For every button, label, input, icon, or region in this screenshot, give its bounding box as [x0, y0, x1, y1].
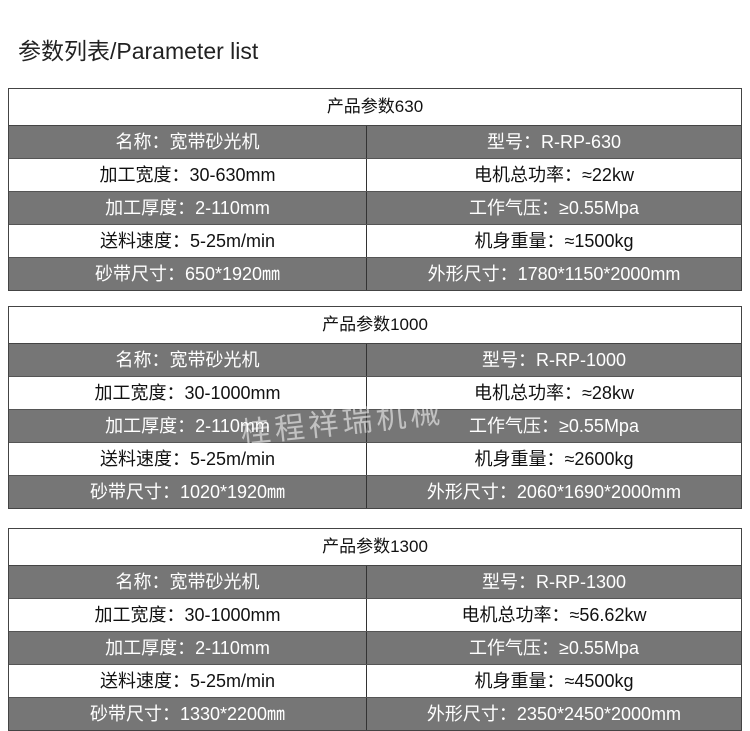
param-cell-left: 加工宽度：30-1000mm — [94, 605, 281, 625]
param-cell-left: 名称：宽带砂光机 — [115, 572, 260, 592]
param-cell-left: 送料速度：5-25m/min — [99, 231, 276, 251]
param-cell-left: 加工宽度：30-1000mm — [94, 383, 281, 403]
table-row: 砂带尺寸：1330*2200㎜ 外形尺寸：2350*2450*2000mm — [9, 698, 741, 730]
param-cell-right: 型号：R-RP-1300 — [366, 566, 741, 598]
param-cell-left: 砂带尺寸：1330*2200㎜ — [89, 704, 286, 724]
table-row: 加工厚度：2-110mm 工作气压：≥0.55Mpa — [9, 632, 741, 665]
param-cell-left: 加工厚度：2-110mm — [105, 198, 270, 218]
table-row: 加工厚度：2-110mm 工作气压：≥0.55Mpa — [9, 410, 741, 443]
param-cell-right: 电机总功率：≈22kw — [366, 159, 741, 191]
parameter-table-630: 产品参数630 名称：宽带砂光机 型号：R-RP-630 加工宽度：30-630mm 电… — [8, 88, 742, 291]
param-cell-right: 机身重量：≈1500kg — [366, 225, 741, 257]
table-row: 加工宽度：30-1000mm 电机总功率：≈56.62kw — [9, 599, 741, 632]
param-cell-left: 名称：宽带砂光机 — [115, 132, 260, 152]
param-cell-left: 砂带尺寸：650*1920㎜ — [94, 264, 281, 284]
parameter-table-1300: 产品参数1300 名称：宽带砂光机 型号：R-RP-1300 加工宽度：30-1000… — [8, 528, 742, 731]
param-cell-left: 送料速度：5-25m/min — [99, 671, 276, 691]
param-cell-right: 机身重量：≈2600kg — [366, 443, 741, 475]
table-row: 送料速度：5-25m/min 机身重量：≈1500kg — [9, 225, 741, 258]
param-cell-right: 外形尺寸：1780*1150*2000mm — [366, 258, 741, 290]
table-row: 砂带尺寸：1020*1920㎜ 外形尺寸：2060*1690*2000mm — [9, 476, 741, 508]
table-row: 名称：宽带砂光机 型号：R-RP-630 — [9, 126, 741, 159]
param-cell-left: 加工厚度：2-110mm — [105, 416, 270, 436]
table-row: 加工宽度：30-630mm 电机总功率：≈22kw — [9, 159, 741, 192]
param-cell-left: 加工厚度：2-110mm — [105, 638, 270, 658]
param-cell-right: 工作气压：≥0.55Mpa — [366, 410, 741, 442]
table-title: 产品参数1000 — [9, 307, 741, 344]
table-title: 产品参数630 — [9, 89, 741, 126]
param-cell-right: 型号：R-RP-630 — [366, 126, 741, 158]
param-cell-right: 工作气压：≥0.55Mpa — [366, 192, 741, 224]
param-cell-right: 型号：R-RP-1000 — [366, 344, 741, 376]
param-cell-right: 外形尺寸：2350*2450*2000mm — [366, 698, 741, 730]
parameter-table-1000: 产品参数1000 名称：宽带砂光机 型号：R-RP-1000 加工宽度：30-1000… — [8, 306, 742, 509]
param-cell-right: 机身重量：≈4500kg — [366, 665, 741, 697]
table-row: 砂带尺寸：650*1920㎜ 外形尺寸：1780*1150*2000mm — [9, 258, 741, 290]
table-row: 送料速度：5-25m/min 机身重量：≈4500kg — [9, 665, 741, 698]
table-row: 送料速度：5-25m/min 机身重量：≈2600kg — [9, 443, 741, 476]
param-cell-right: 工作气压：≥0.55Mpa — [366, 632, 741, 664]
table-row: 名称：宽带砂光机 型号：R-RP-1000 — [9, 344, 741, 377]
param-cell-left: 送料速度：5-25m/min — [99, 449, 276, 469]
param-cell-left: 加工宽度：30-630mm — [99, 165, 276, 185]
table-row: 名称：宽带砂光机 型号：R-RP-1300 — [9, 566, 741, 599]
table-row: 加工宽度：30-1000mm 电机总功率：≈28kw — [9, 377, 741, 410]
param-cell-right: 电机总功率：≈56.62kw — [366, 599, 741, 631]
param-cell-right: 外形尺寸：2060*1690*2000mm — [366, 476, 741, 508]
param-cell-right: 电机总功率：≈28kw — [366, 377, 741, 409]
param-cell-left: 砂带尺寸：1020*1920㎜ — [89, 482, 286, 502]
param-cell-left: 名称：宽带砂光机 — [115, 350, 260, 370]
table-title: 产品参数1300 — [9, 529, 741, 566]
table-row: 加工厚度：2-110mm 工作气压：≥0.55Mpa — [9, 192, 741, 225]
page-title: 参数列表/Parameter list — [18, 38, 259, 64]
